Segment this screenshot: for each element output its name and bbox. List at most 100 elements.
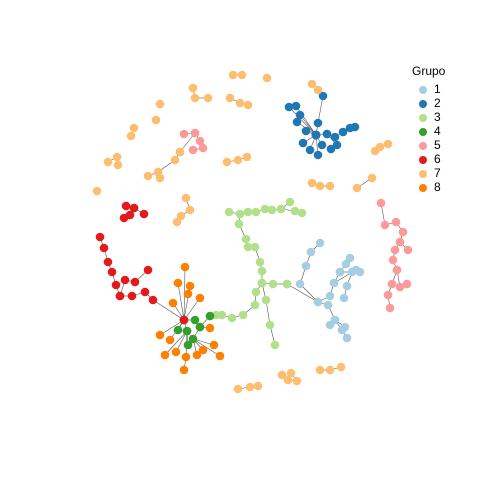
node	[179, 315, 189, 325]
edge	[177, 282, 185, 321]
node	[255, 257, 265, 267]
node	[238, 310, 248, 320]
node	[188, 334, 198, 344]
node	[307, 178, 317, 188]
node	[234, 219, 244, 229]
node	[350, 122, 360, 132]
node	[336, 362, 346, 372]
node	[342, 281, 352, 291]
node	[222, 157, 232, 167]
node	[160, 350, 170, 360]
node	[265, 320, 275, 330]
node	[168, 298, 178, 308]
node	[311, 130, 321, 140]
edge	[159, 319, 185, 336]
node	[301, 126, 311, 136]
node	[385, 303, 395, 313]
edge	[286, 283, 319, 303]
node	[115, 291, 125, 301]
node	[352, 183, 362, 193]
node	[317, 140, 327, 150]
node	[127, 291, 137, 301]
legend-marker	[419, 184, 427, 192]
node	[155, 99, 165, 109]
node	[173, 325, 183, 335]
node	[313, 297, 323, 307]
node	[107, 267, 117, 277]
node	[203, 93, 213, 103]
node	[301, 261, 311, 271]
node	[170, 155, 180, 165]
node	[151, 115, 161, 125]
node	[227, 313, 237, 323]
node	[130, 277, 140, 287]
node	[355, 267, 365, 277]
legend-label: 5	[434, 138, 441, 152]
node	[403, 245, 413, 255]
node	[295, 279, 305, 289]
node	[155, 173, 165, 183]
node	[292, 376, 302, 386]
node	[290, 206, 300, 216]
node	[225, 93, 235, 103]
node	[340, 322, 350, 332]
node	[99, 243, 109, 253]
node	[313, 85, 323, 95]
node	[243, 242, 253, 252]
node	[313, 150, 323, 160]
node	[250, 242, 260, 252]
node	[180, 262, 190, 272]
node	[155, 330, 165, 340]
node	[185, 205, 195, 215]
node	[185, 281, 195, 291]
node	[172, 217, 182, 227]
node	[179, 129, 189, 139]
node	[292, 117, 302, 127]
node	[383, 290, 393, 300]
node	[188, 145, 198, 155]
node	[315, 238, 325, 248]
node	[92, 186, 102, 196]
node	[325, 291, 335, 301]
node	[217, 310, 227, 320]
node	[182, 326, 192, 336]
node	[181, 193, 191, 203]
node	[395, 237, 405, 247]
node	[347, 267, 357, 277]
node	[284, 102, 294, 112]
node	[95, 232, 105, 242]
node	[322, 129, 332, 139]
node	[173, 278, 183, 288]
node	[215, 351, 225, 361]
node	[307, 79, 317, 89]
legend-marker	[419, 100, 427, 108]
node	[205, 323, 215, 333]
node	[140, 287, 150, 297]
node	[195, 293, 205, 303]
node	[126, 131, 136, 141]
node	[190, 128, 200, 138]
node	[119, 213, 129, 223]
legend-label: 6	[434, 152, 441, 166]
node	[139, 209, 149, 219]
node	[268, 279, 278, 289]
node	[171, 347, 181, 357]
node	[286, 368, 296, 378]
node	[387, 279, 397, 289]
node	[291, 101, 301, 111]
node	[209, 340, 219, 350]
legend-label: 4	[434, 124, 441, 138]
node	[277, 370, 287, 380]
edge	[192, 338, 221, 357]
node	[367, 173, 377, 183]
node	[233, 384, 243, 394]
node	[165, 335, 175, 345]
node	[235, 209, 245, 219]
node	[315, 181, 325, 191]
legend-label: 3	[434, 110, 441, 124]
node	[243, 100, 253, 110]
node	[190, 93, 200, 103]
node	[267, 205, 277, 215]
node	[325, 181, 335, 191]
